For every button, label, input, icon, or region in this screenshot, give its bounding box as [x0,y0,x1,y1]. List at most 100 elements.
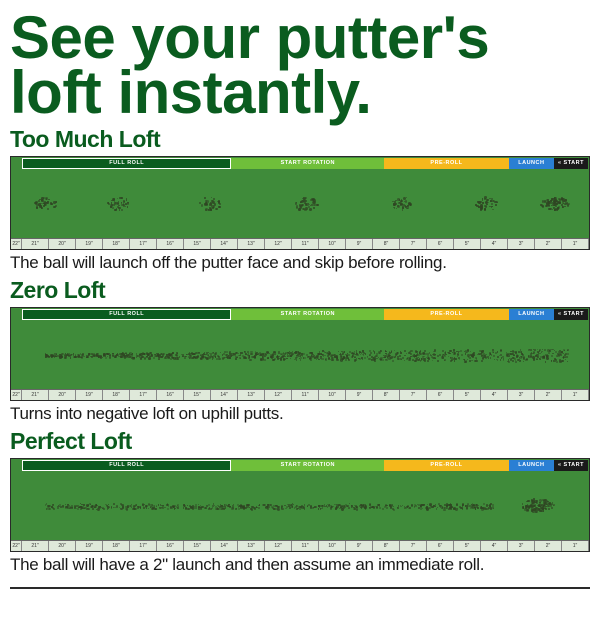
ruler-tick: 20" [49,541,76,551]
section-caption: The ball will launch off the putter face… [10,253,595,273]
contact-cluster [293,195,317,213]
ruler-tick: 2" [535,390,562,400]
ruler-origin-label: 22" [11,541,22,551]
ruler-tick: 19" [76,541,103,551]
phase-preroll: PRE-ROLL [384,309,509,320]
phase-launch: LAUNCH [509,158,554,169]
phase-launch: LAUNCH [509,460,554,471]
ruler-tick: 9" [346,541,373,551]
phase-startrot: START ROTATION [231,460,384,471]
ruler-tick: 13" [238,390,265,400]
contact-cluster [389,195,413,213]
chart-left-gutter [11,308,22,389]
ruler-tick: 17" [130,541,157,551]
ruler-tick: 3" [508,239,535,249]
ruler-tick: 13" [238,239,265,249]
ruler-tick: 14" [211,390,238,400]
phase-launch: LAUNCH [509,309,554,320]
phase-startrot: START ROTATION [231,158,384,169]
phase-bar: FULL ROLLSTART ROTATIONPRE-ROLLLAUNCH« S… [22,158,588,169]
ruler-tick: 13" [238,541,265,551]
ruler-tick: 17" [130,239,157,249]
phase-start: « START [554,158,588,169]
section-title: Zero Loft [10,277,595,304]
ruler-tick: 16" [157,541,184,551]
ruler-tick: 21" [22,541,49,551]
section-title: Too Much Loft [10,126,595,153]
ruler-tick: 21" [22,390,49,400]
ruler-tick: 9" [346,239,373,249]
contact-cluster [197,195,221,213]
loft-chart: FULL ROLLSTART ROTATIONPRE-ROLLLAUNCH« S… [10,156,590,250]
ruler-tick: 10" [319,390,346,400]
phase-fullroll: FULL ROLL [22,158,231,169]
ruler-tick: 10" [319,239,346,249]
ruler-tick: 11" [292,239,319,249]
section-caption: The ball will have a 2" launch and then … [10,555,595,575]
ruler-tick: 8" [373,239,400,249]
contact-cluster [33,195,57,213]
ruler-tick: 4" [481,541,508,551]
ruler-tick: 18" [103,541,130,551]
ruler-tick: 6" [427,390,454,400]
ruler-tick: 1" [562,239,589,249]
ruler-origin-label: 22" [11,239,22,249]
phase-start: « START [554,460,588,471]
ruler-tick: 5" [454,239,481,249]
phase-start: « START [554,309,588,320]
ruler-tick: 19" [76,390,103,400]
ruler-tick: 10" [319,541,346,551]
phase-bar: FULL ROLLSTART ROTATIONPRE-ROLLLAUNCH« S… [22,309,588,320]
contact-cluster [106,195,130,213]
ruler-tick: 17" [130,390,157,400]
track-area [22,169,588,238]
ruler-tick: 6" [427,541,454,551]
bottom-divider [10,587,590,589]
ruler-tick: 15" [184,541,211,551]
ruler-tick: 1" [562,390,589,400]
ruler-tick: 15" [184,239,211,249]
ruler-tick: 1" [562,541,589,551]
ruler-tick: 16" [157,239,184,249]
distance-ruler: 22"21"20"19"18"17"16"15"14"13"12"11"10"9… [11,389,589,400]
section-caption: Turns into negative loft on uphill putts… [10,404,595,424]
phase-startrot: START ROTATION [231,309,384,320]
phase-fullroll: FULL ROLL [22,309,231,320]
roll-track [45,500,492,512]
ruler-tick: 14" [211,239,238,249]
ruler-tick: 3" [508,541,535,551]
ruler-tick: 7" [400,239,427,249]
chart-left-gutter [11,157,22,238]
contact-cluster [539,195,569,213]
ruler-tick: 7" [400,541,427,551]
section-title: Perfect Loft [10,428,595,455]
contact-cluster [520,497,554,515]
phase-preroll: PRE-ROLL [384,158,509,169]
contact-cluster [474,195,498,213]
ruler-tick: 4" [481,390,508,400]
distance-ruler: 22"21"20"19"18"17"16"15"14"13"12"11"10"9… [11,540,589,551]
ruler-tick: 18" [103,390,130,400]
ruler-tick: 14" [211,541,238,551]
ruler-tick: 12" [265,390,292,400]
ruler-tick: 7" [400,390,427,400]
distance-ruler: 22"21"20"19"18"17"16"15"14"13"12"11"10"9… [11,238,589,249]
ruler-tick: 20" [49,390,76,400]
page-headline: See your putter's loft instantly. [10,10,595,120]
ruler-tick: 5" [454,390,481,400]
chart-left-gutter [11,459,22,540]
track-area [22,471,588,540]
ruler-tick: 15" [184,390,211,400]
ruler-tick: 8" [373,390,400,400]
loft-chart: FULL ROLLSTART ROTATIONPRE-ROLLLAUNCH« S… [10,307,590,401]
ruler-tick: 16" [157,390,184,400]
phase-fullroll: FULL ROLL [22,460,231,471]
ruler-origin-label: 22" [11,390,22,400]
ruler-tick: 18" [103,239,130,249]
ruler-tick: 21" [22,239,49,249]
ruler-tick: 6" [427,239,454,249]
phase-preroll: PRE-ROLL [384,460,509,471]
ruler-tick: 11" [292,541,319,551]
ruler-tick: 2" [535,239,562,249]
loft-chart: FULL ROLLSTART ROTATIONPRE-ROLLLAUNCH« S… [10,458,590,552]
